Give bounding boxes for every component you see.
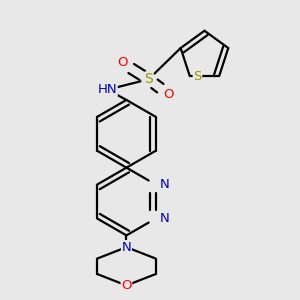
- Text: O: O: [117, 56, 128, 69]
- Text: S: S: [193, 70, 202, 83]
- Text: S: S: [144, 72, 153, 86]
- Text: N: N: [159, 178, 169, 191]
- Text: O: O: [163, 88, 174, 101]
- Text: N: N: [159, 212, 169, 225]
- Text: N: N: [122, 241, 131, 254]
- Text: HN: HN: [98, 83, 117, 96]
- Text: O: O: [121, 279, 132, 292]
